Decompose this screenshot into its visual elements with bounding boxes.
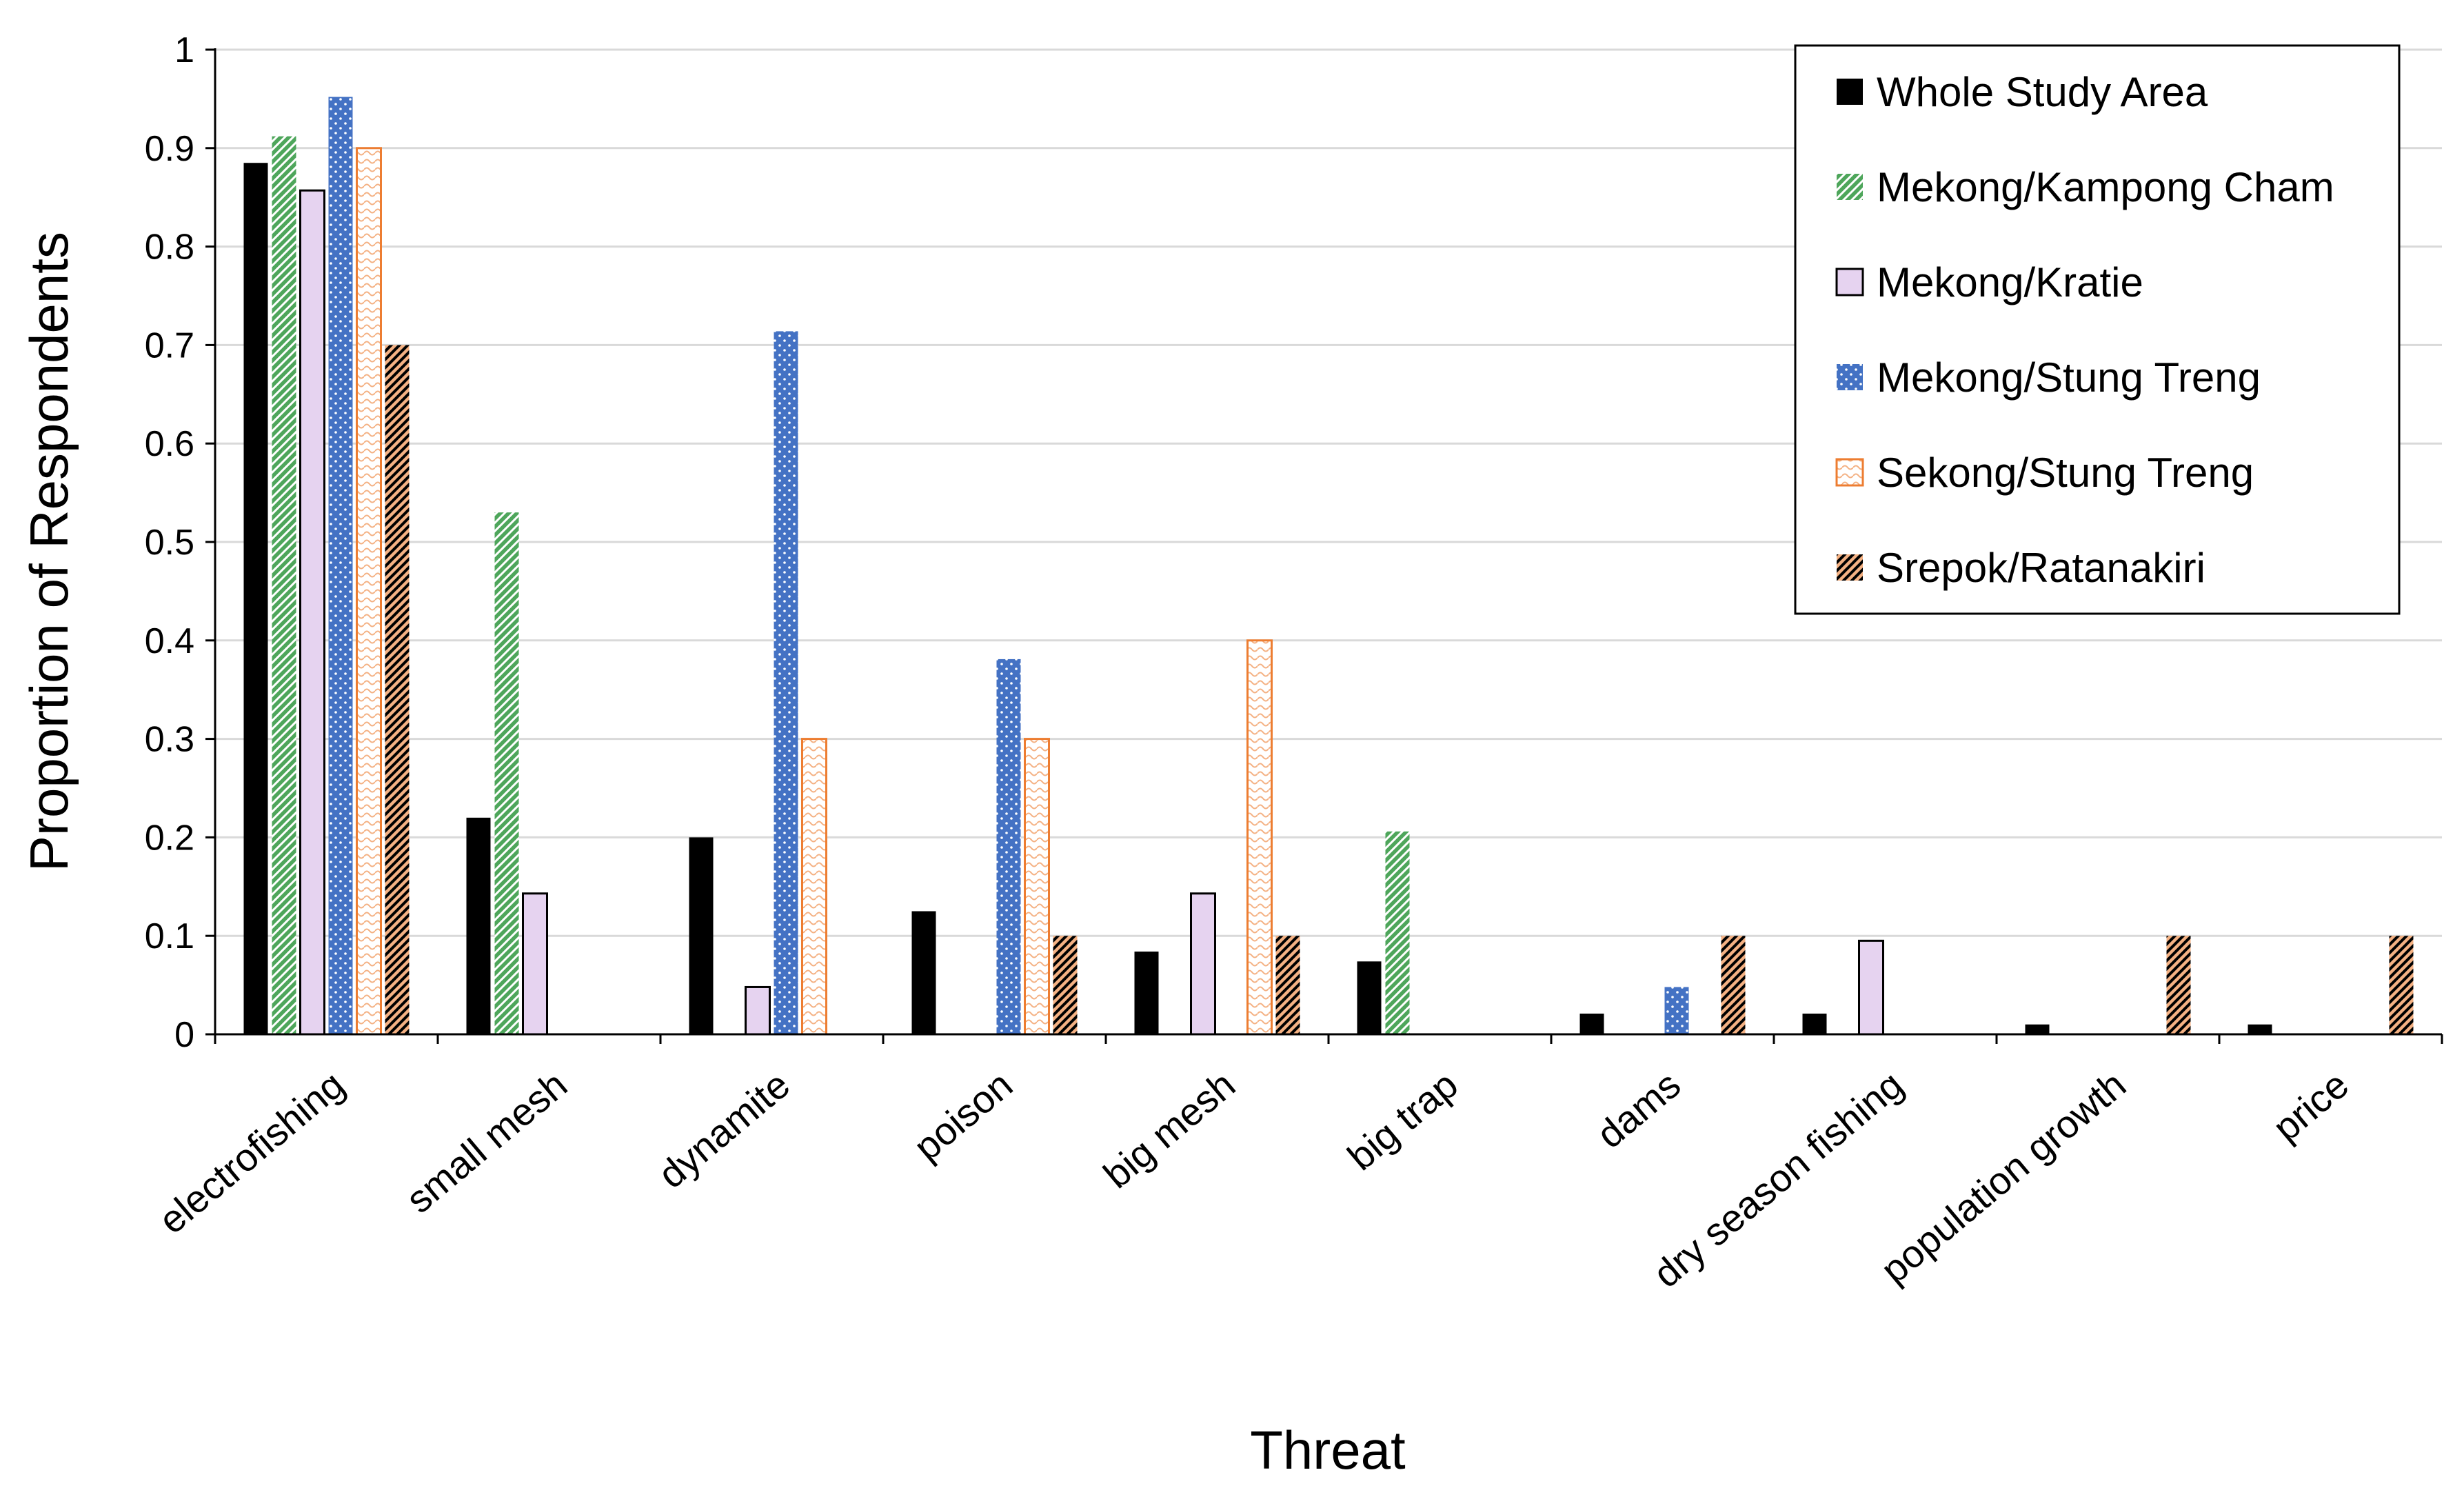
y-tick-label: 0.4 (145, 621, 194, 661)
category-label-price: price (2265, 1063, 2356, 1149)
category-label-dynamite: dynamite (650, 1063, 798, 1196)
y-tick-label: 0.5 (145, 523, 194, 563)
category-label-small-mesh: small mesh (398, 1063, 575, 1221)
legend-label-whole-study-area: Whole Study Area (1877, 69, 2208, 115)
bar-mekong-stung-treng-dams (1664, 987, 1689, 1034)
legend-swatch-mekong-kratie (1835, 268, 1864, 296)
y-tick-label: 0.6 (145, 424, 194, 464)
bar-whole-study-area-price (2248, 1024, 2272, 1034)
bar-whole-study-area-small-mesh (466, 817, 491, 1034)
y-tick-label: 0.9 (145, 129, 194, 169)
category-label-poison: poison (905, 1063, 1020, 1169)
bar-mekong-stung-treng-electrofishing (328, 97, 353, 1035)
bar-sekong-stung-treng-big-mesh (1246, 639, 1273, 1036)
y-axis-title: Proportion of Respondents (19, 232, 79, 872)
legend-swatch-mekong-stung-treng (1837, 364, 1863, 390)
category-label-population-growth: population growth (1872, 1063, 2134, 1291)
bar-whole-study-area-poison (911, 911, 936, 1034)
bar-sekong-stung-treng-poison (1024, 738, 1050, 1036)
bar-mekong-stung-treng-poison (996, 658, 1021, 1034)
legend-label-mekong-stung-treng: Mekong/Stung Treng (1877, 354, 2261, 401)
bar-whole-study-area-dams (1579, 1014, 1604, 1034)
bar-srepok-ratanakiri-big-mesh (1275, 936, 1300, 1034)
legend-swatch-mekong-kampong-cham (1837, 174, 1863, 200)
y-tick-label: 0.7 (145, 325, 194, 365)
y-tick-label: 0.3 (145, 720, 194, 760)
legend-label-srepok-ratanakiri: Srepok/Ratanakiri (1877, 545, 2205, 591)
category-label-electrofishing: electrofishing (150, 1063, 352, 1242)
legend: Whole Study Area Mekong/Kampong Cham Mekon… (1794, 44, 2401, 615)
bar-mekong-kratie-big-mesh (1190, 892, 1216, 1036)
legend-label-mekong-kratie: Mekong/Kratie (1877, 259, 2143, 305)
y-tick-label: 0.1 (145, 916, 194, 956)
y-tick-label: 0.2 (145, 818, 194, 858)
bar-sekong-stung-treng-electrofishing (356, 147, 382, 1036)
bar-srepok-ratanakiri-electrofishing (385, 345, 410, 1034)
bar-whole-study-area-dry-season-fishing (1802, 1014, 1827, 1034)
bar-whole-study-area-big-mesh (1134, 952, 1159, 1034)
legend-swatch-sekong-stung-treng (1835, 458, 1864, 487)
y-tick-label: 0 (174, 1015, 194, 1055)
bar-srepok-ratanakiri-population-growth (2166, 936, 2191, 1034)
bar-mekong-kampong-cham-electrofishing (272, 136, 296, 1034)
category-label-dams: dams (1588, 1063, 1688, 1156)
bar-mekong-kratie-dry-season-fishing (1858, 939, 1884, 1036)
bars (243, 97, 2414, 1036)
y-tick-label: 1 (174, 30, 194, 70)
bar-mekong-stung-treng-dynamite (774, 331, 798, 1035)
y-tick-label: 0.8 (145, 228, 194, 268)
bar-mekong-kratie-dynamite (745, 985, 771, 1036)
category-label-big-mesh: big mesh (1095, 1063, 1244, 1196)
legend-label-sekong-stung-treng: Sekong/Stung Treng (1877, 450, 2254, 496)
legend-swatch-whole-study-area (1837, 79, 1863, 105)
bar-srepok-ratanakiri-price (2389, 936, 2414, 1034)
bar-mekong-kampong-cham-big-trap (1385, 831, 1410, 1034)
bar-whole-study-area-electrofishing (243, 163, 268, 1035)
bar-mekong-kratie-electrofishing (299, 189, 325, 1036)
legend-box (1794, 44, 2401, 615)
category-label-big-trap: big trap (1340, 1063, 1466, 1178)
legend-label-mekong-kampong-cham: Mekong/Kampong Cham (1877, 164, 2334, 210)
bar-srepok-ratanakiri-dams (1721, 936, 1746, 1034)
bar-srepok-ratanakiri-poison (1053, 936, 1078, 1034)
bar-mekong-kampong-cham-small-mesh (494, 512, 519, 1034)
bar-whole-study-area-big-trap (1357, 961, 1382, 1034)
x-axis-title: Threat (1250, 1420, 1406, 1480)
bar-mekong-kratie-small-mesh (522, 892, 548, 1036)
bar-whole-study-area-dynamite (689, 837, 714, 1034)
legend-swatch-srepok-ratanakiri (1837, 554, 1863, 581)
bar-sekong-stung-treng-dynamite (801, 738, 827, 1036)
bar-whole-study-area-population-growth (2025, 1024, 2050, 1034)
